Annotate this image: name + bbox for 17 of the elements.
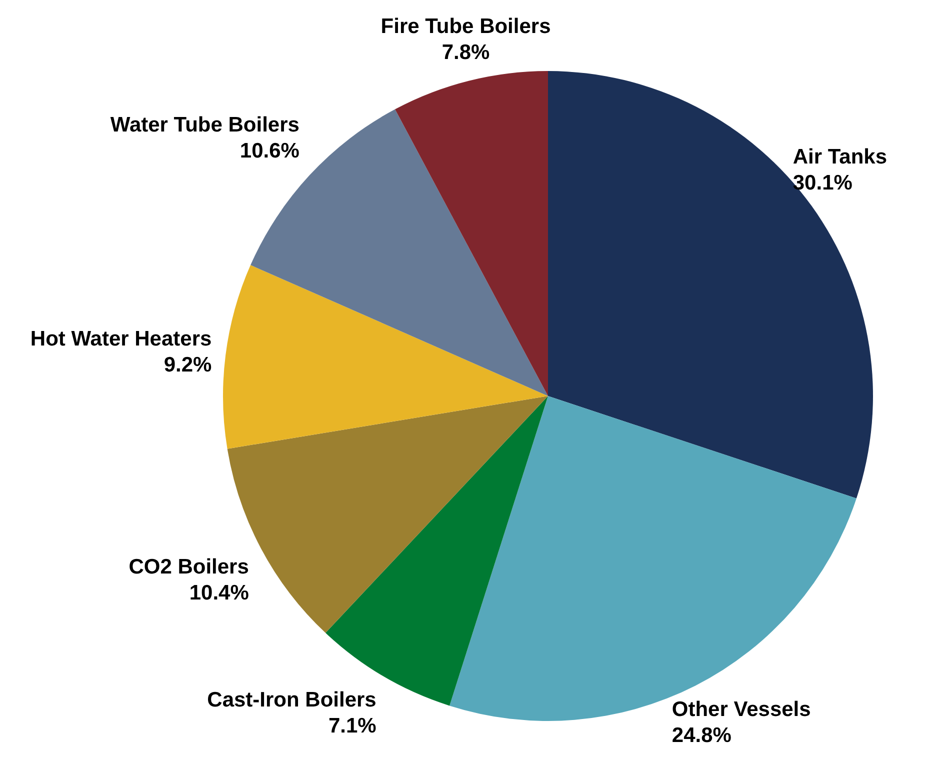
slice-label: Other Vessels	[672, 698, 811, 722]
slice-label: Hot Water Heaters	[30, 328, 212, 351]
data-label: 9.2%	[164, 354, 212, 377]
slice-label: Cast-Iron Boilers	[207, 688, 376, 712]
pie-slice	[450, 396, 856, 721]
slice-label: CO2 Boilers	[128, 556, 249, 579]
slice-label: Water Tube Boilers	[110, 113, 300, 136]
data-label: 7.1%	[328, 714, 377, 738]
data-label: 7.8%	[442, 41, 490, 64]
data-label: 10.4%	[189, 582, 250, 605]
pie-slice	[395, 71, 548, 396]
slice-label: Fire Tube Boilers	[380, 15, 551, 38]
data-label: 10.6%	[240, 139, 300, 162]
data-label: 24.8%	[672, 724, 732, 748]
pie-slice	[223, 265, 548, 449]
slice-label: Air Tanks	[792, 146, 888, 169]
data-label: 30.1%	[792, 172, 853, 195]
